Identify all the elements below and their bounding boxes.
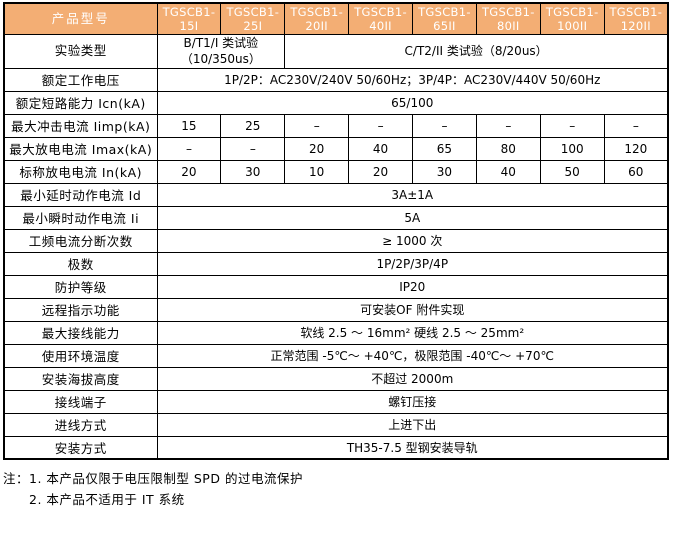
model-header: TGSCB1- 100II [539,2,605,35]
value-cell: 65/100 [156,90,669,115]
table-row: 最小延时动作电流 Id 3A±1A [3,182,669,207]
table-row: 额定工作电压 1P/2P：AC230V/240V 50/60Hz；3P/4P：AC… [3,67,669,92]
value-cell: C/T2/II 类试验（8/20us） [284,33,669,69]
model-header: TGSCB1- 15I [156,2,222,35]
value-cell: 可安装OF 附件实现 [156,297,669,322]
value-cell: 40 [348,136,413,161]
row-label: 工频电流分断次数 [3,228,158,253]
row-label: 使用环境温度 [3,343,158,368]
value-cell: 60 [603,159,669,184]
value-cell: – [475,113,541,138]
table-row: 防护等级 IP20 [3,274,669,299]
row-label: 额定工作电压 [3,67,158,92]
table-row: 额定短路能力 Icn(kA) 65/100 [3,90,669,115]
value-cell: 20 [348,159,413,184]
value-cell: 50 [539,159,605,184]
value-cell: 20 [284,136,350,161]
row-label: 极数 [3,251,158,276]
table-body: 实验类型 B/T1/I 类试验（10/350us） C/T2/II 类试验（8/20… [3,33,669,460]
row-label: 最大接线能力 [3,320,158,345]
value-cell: 80 [475,136,541,161]
corner-header-product-model: 产品型号 [3,2,158,35]
value-cell: 15 [156,113,222,138]
value-cell: 25 [220,113,286,138]
value-cell: – [412,113,477,138]
row-label: 安装方式 [3,435,158,460]
model-header: TGSCB1- 40II [348,2,413,35]
header-row: 产品型号 TGSCB1- 15I TGSCB1- 25I TGSCB1- 20II TGSC… [3,2,669,35]
row-label: 标称放电电流 In(kA) [3,159,158,184]
value-cell: 40 [475,159,541,184]
table-row: 进线方式 上进下出 [3,412,669,437]
note-line-1: 注：1. 本产品仅限于电压限制型 SPD 的过电流保护 [3,471,303,486]
table-row: 标称放电电流 In(kA) 20 30 10 20 30 40 50 60 [3,159,669,184]
table-row: 最大冲击电流 Iimp(kA) 15 25– – – – – – [3,113,669,138]
value-cell: 65 [412,136,477,161]
value-cell: 30 [412,159,477,184]
model-header: TGSCB1- 20II [284,2,350,35]
row-label: 最小延时动作电流 Id [3,182,158,207]
model-header: TGSCB1- 65II [412,2,477,35]
value-cell: 10 [284,159,350,184]
value-cell: IP20 [156,274,669,299]
row-label: 最小瞬时动作电流 Ii [3,205,158,230]
table-row: 远程指示功能 可安装OF 附件实现 [3,297,669,322]
value-cell: 软线 2.5 ～ 16mm² 硬线 2.5 ～ 25mm² [156,320,669,345]
model-header: TGSCB1- 80II [475,2,541,35]
value-cell: 5A [156,205,669,230]
table-row: 安装海拔高度 不超过 2000m [3,366,669,391]
row-label: 最大冲击电流 Iimp(kA) [3,113,158,138]
table-row: 最小瞬时动作电流 Ii 5A [3,205,669,230]
value-cell: 1P/2P/3P/4P [156,251,669,276]
value-cell: 不超过 2000m [156,366,669,391]
table-row: 工频电流分断次数 ≥ 1000 次 [3,228,669,253]
row-label: 接线端子 [3,389,158,414]
value-cell: 1P/2P：AC230V/240V 50/60Hz；3P/4P：AC230V/4… [156,67,669,92]
value-cell: 100 [539,136,605,161]
value-cell: 3A±1A [156,182,669,207]
value-cell: 30 [220,159,286,184]
value-cell: – [156,136,222,161]
value-cell: 120 [603,136,669,161]
value-cell: 正常范围 -5℃～ +40℃，极限范围 -40℃～ +70℃ [156,343,669,368]
table-row: 使用环境温度 正常范围 -5℃～ +40℃，极限范围 -40℃～ +70℃ [3,343,669,368]
row-label: 额定短路能力 Icn(kA) [3,90,158,115]
value-cell: B/T1/I 类试验（10/350us） [156,33,286,69]
table-row: 最大接线能力 软线 2.5 ～ 16mm² 硬线 2.5 ～ 25mm² [3,320,669,345]
row-label: 安装海拔高度 [3,366,158,391]
notes: 注：1. 本产品仅限于电压限制型 SPD 的过电流保护 2. 本产品不适用于 I… [3,468,670,510]
model-header: TGSCB1- 120II [603,2,669,35]
value-cell: 上进下出 [156,412,669,437]
value-cell: 20 [156,159,222,184]
value-cell: – [348,113,413,138]
value-cell: – [284,113,350,138]
value-cell: – [539,113,605,138]
table-row: 安装方式 TH35-7.5 型钢安装导轨 [3,435,669,460]
row-label: 防护等级 [3,274,158,299]
row-label: 远程指示功能 [3,297,158,322]
value-cell: – [220,136,286,161]
row-label: 最大放电电流 Imax(kA) [3,136,158,161]
table-row: 最大放电电流 Imax(kA) – –20 40 65 80 100 120 [3,136,669,161]
product-spec-table: 产品型号 TGSCB1- 15I TGSCB1- 25I TGSCB1- 20II TGSC… [3,2,669,460]
table-row: 接线端子 螺钉压接 [3,389,669,414]
value-cell: ≥ 1000 次 [156,228,669,253]
table-row: 实验类型 B/T1/I 类试验（10/350us） C/T2/II 类试验（8/20… [3,33,669,69]
table-row: 极数 1P/2P/3P/4P [3,251,669,276]
row-label: 实验类型 [3,33,158,69]
note-line-2: 2. 本产品不适用于 IT 系统 [29,492,185,507]
model-header: TGSCB1- 25I [220,2,286,35]
value-cell: TH35-7.5 型钢安装导轨 [156,435,669,460]
row-label: 进线方式 [3,412,158,437]
value-cell: 螺钉压接 [156,389,669,414]
value-cell: – [603,113,669,138]
